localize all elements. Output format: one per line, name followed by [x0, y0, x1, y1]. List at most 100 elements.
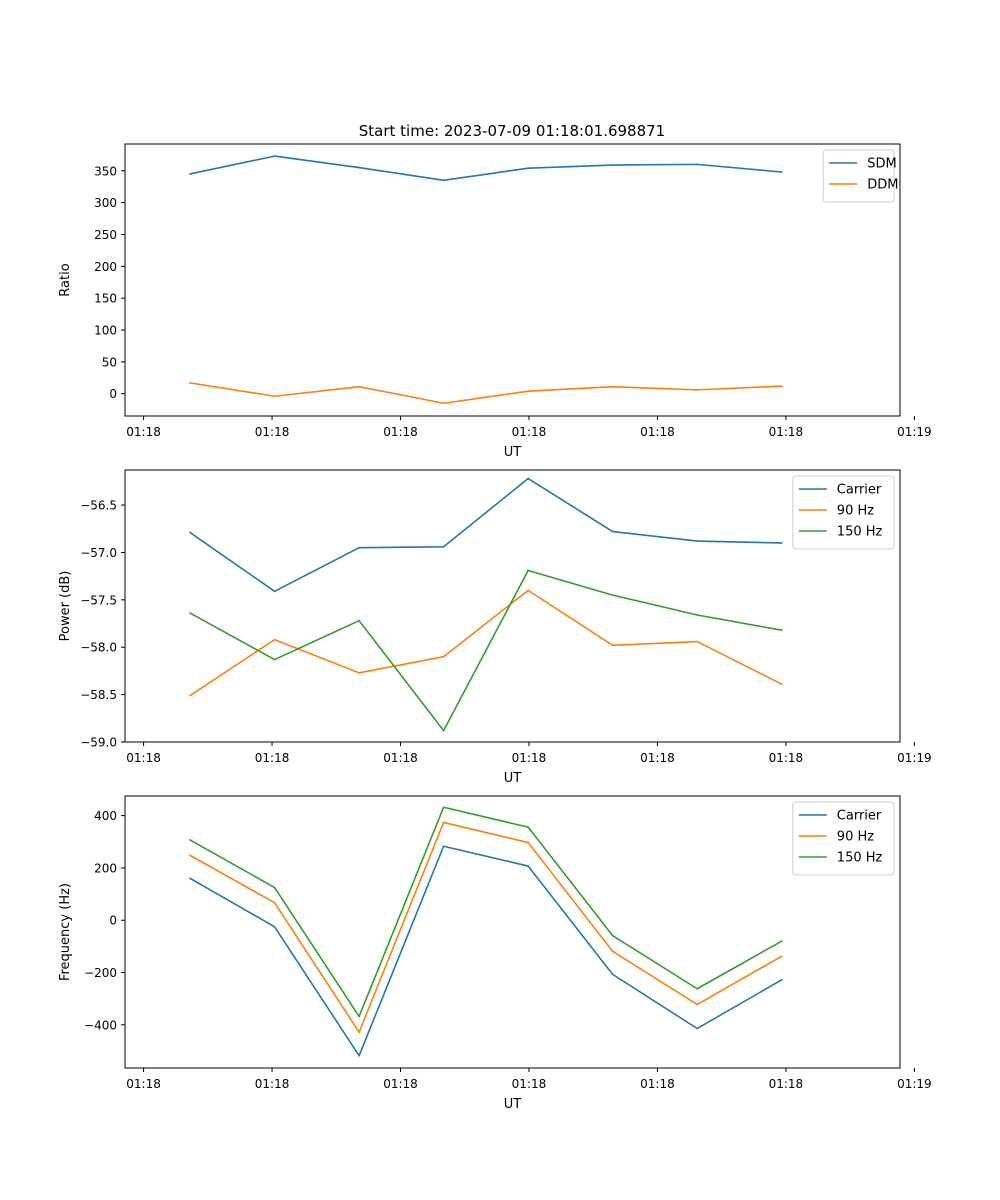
- power-x-tick-label: 01:18: [512, 751, 547, 765]
- ratio-data-point: [273, 155, 276, 158]
- power-y-tick-label: −58.5: [80, 688, 117, 702]
- frequency-data-point: [611, 950, 614, 953]
- frequency-panel: 01:18 01:18 01:18 01:18 01:18 01:18 01:19 −400 −…: [58, 795, 932, 1112]
- power-data-point: [780, 683, 783, 686]
- power-panel: 01:18 01:18 01:18 01:18 01:18 01:18 01:19 −59.0…: [58, 469, 932, 786]
- frequency-data-point: [442, 821, 445, 824]
- power-data-point: [696, 614, 699, 616]
- ratio-data-point: [696, 163, 699, 166]
- power-data-point: [696, 640, 699, 643]
- frequency-x-tick-label: 01:18: [126, 1077, 161, 1091]
- power-x-tick-label: 01:18: [255, 751, 290, 765]
- power-x-tick-label: 01:18: [769, 751, 804, 765]
- power-data-point: [442, 655, 445, 658]
- power-y-axis-label: Power (dB): [58, 571, 73, 642]
- ratio-data-point: [189, 381, 191, 384]
- ratio-x-tick-label: 01:18: [640, 425, 675, 439]
- frequency-data-point: [358, 1031, 361, 1034]
- frequency-data-point: [189, 854, 191, 857]
- ratio-data-point: [358, 385, 361, 388]
- power-data-point: [442, 545, 445, 548]
- frequency-axes-frame: [124, 795, 901, 1069]
- ratio-y-tick-label: 350: [94, 164, 117, 178]
- frequency-data-point: [189, 839, 191, 841]
- frequency-data-point: [527, 841, 530, 844]
- power-y-tick-label: −58.0: [80, 641, 117, 655]
- power-data-point: [189, 612, 191, 615]
- frequency-data-point: [442, 806, 445, 809]
- ratio-legend-label: DDM: [867, 178, 898, 193]
- ratio-series-line-ddm: [189, 382, 782, 405]
- power-data-point: [611, 530, 614, 533]
- ratio-data-point: [527, 167, 530, 170]
- ratio-y-tick-label: 300: [94, 196, 117, 210]
- frequency-data-point: [358, 1054, 361, 1057]
- ratio-x-tick-label: 01:19: [897, 425, 932, 439]
- power-axes-frame: [124, 469, 901, 743]
- frequency-y-tick-label: 400: [94, 809, 117, 823]
- ratio-data-point: [273, 395, 276, 398]
- power-data-point: [189, 694, 191, 697]
- ratio-data-point: [189, 173, 191, 175]
- power-y-tick-label: −57.0: [80, 546, 117, 560]
- power-x-tick-label: 01:19: [897, 751, 932, 765]
- frequency-data-point: [273, 901, 276, 904]
- ratio-data-point: [442, 179, 445, 182]
- ratio-data-point: [611, 164, 614, 166]
- power-legend-label: 90 Hz: [837, 504, 874, 519]
- ratio-y-tick-label: 150: [94, 292, 117, 306]
- power-data-point: [189, 531, 191, 534]
- ratio-y-axis-label: Ratio: [58, 263, 73, 296]
- figure-title: Start time: 2023-07-09 01:18:01.698871: [359, 122, 665, 140]
- power-series-line-90-hz: [189, 589, 783, 697]
- ratio-legend-label: SDM: [867, 157, 896, 172]
- frequency-x-tick-label: 01:18: [255, 1077, 290, 1091]
- frequency-y-axis-label: Frequency (Hz): [58, 883, 73, 981]
- frequency-x-axis-label: UT: [504, 1097, 522, 1112]
- power-data-point: [696, 540, 699, 542]
- ratio-data-point: [527, 390, 530, 393]
- ratio-panel: 01:18 01:18 01:18 01:18 01:18 01:18 01:19 0 50 10…: [58, 143, 932, 460]
- ratio-series-line-sdm: [189, 155, 782, 182]
- ratio-data-point: [611, 385, 614, 388]
- frequency-series-line-150-hz: [189, 806, 783, 1018]
- power-data-point: [611, 644, 614, 647]
- frequency-legend-label: 150 Hz: [837, 851, 883, 866]
- ratio-y-tick-label: 250: [94, 228, 117, 242]
- frequency-x-tick-label: 01:18: [640, 1077, 675, 1091]
- power-y-tick-label: −57.5: [80, 593, 117, 607]
- ratio-x-tick-label: 01:18: [769, 425, 804, 439]
- frequency-data-point: [611, 934, 614, 937]
- power-x-axis-label: UT: [504, 771, 522, 786]
- frequency-data-point: [780, 978, 783, 981]
- power-x-tick-label: 01:18: [126, 751, 161, 765]
- power-series-line-150-hz: [189, 569, 782, 732]
- power-legend-label: 150 Hz: [837, 525, 883, 540]
- ratio-axes-frame: [124, 143, 901, 417]
- frequency-data-point: [611, 973, 614, 976]
- ratio-x-tick-label: 01:18: [383, 425, 418, 439]
- frequency-x-tick-label: 01:18: [383, 1077, 418, 1091]
- frequency-x-tick-label: 01:18: [769, 1077, 804, 1091]
- frequency-data-point: [273, 925, 276, 928]
- frequency-data-point: [780, 955, 783, 958]
- frequency-data-point: [780, 940, 783, 943]
- frequency-x-tick-label: 01:19: [897, 1077, 932, 1091]
- power-y-tick-label: −59.0: [80, 736, 117, 750]
- power-x-tick-label: 01:18: [640, 751, 675, 765]
- power-data-point: [442, 729, 445, 732]
- frequency-y-tick-label: −400: [84, 1018, 117, 1032]
- frequency-data-point: [442, 845, 445, 848]
- power-data-point: [273, 658, 276, 661]
- ratio-data-point: [780, 385, 783, 387]
- power-data-point: [358, 619, 361, 622]
- frequency-series-line-90-hz: [189, 821, 783, 1033]
- power-data-point: [358, 546, 361, 549]
- ratio-x-tick-label: 01:18: [512, 425, 547, 439]
- power-data-point: [273, 638, 276, 641]
- power-data-point: [780, 629, 783, 632]
- power-data-point: [527, 589, 530, 592]
- frequency-x-tick-label: 01:18: [512, 1077, 547, 1091]
- power-y-tick-label: −56.5: [80, 499, 117, 513]
